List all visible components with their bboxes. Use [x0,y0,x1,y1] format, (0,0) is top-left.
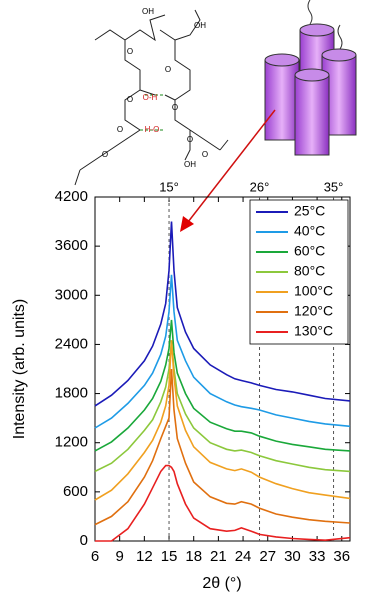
legend-label: 100°C [294,283,333,299]
annotation: 35° [324,179,344,194]
molecule-label: O [117,125,123,134]
annotation: 26° [250,179,270,194]
y-tick-label: 0 [80,532,88,549]
molecule-label: O [172,103,178,112]
arrow [180,109,276,232]
legend-label: 130°C [294,323,333,339]
legend-label: 80°C [294,263,325,279]
y-tick-label: 4200 [55,188,88,205]
series-line [94,274,351,429]
x-tick-label: 30 [284,548,301,565]
x-tick-label: 27 [259,548,276,565]
molecule-label: OH [194,21,206,30]
x-axis-label: 2θ (°) [202,575,241,592]
molecule-label: O-H [143,93,158,102]
legend-label: 25°C [294,203,325,219]
x-tick-label: 24 [235,548,252,565]
series-line [95,464,351,542]
molecule-label: OH [142,7,154,16]
series-line [94,319,351,452]
legend-label: 60°C [294,243,325,259]
y-tick-label: 2400 [55,335,88,352]
legend-label: 40°C [294,223,325,239]
x-tick-label: 15 [161,548,178,565]
y-tick-label: 3600 [55,237,88,254]
x-tick-label: 18 [185,548,202,565]
x-tick-label: 36 [333,548,350,565]
molecule-label: O [102,150,108,159]
molecule-label: OH [184,160,196,169]
y-axis-label: Intensity (arb. units) [11,299,28,440]
series-line [94,221,351,407]
molecule-label: O [187,135,193,144]
y-tick-label: 3000 [55,286,88,303]
y-tick-label: 600 [63,483,88,500]
annotation: 15° [159,179,179,194]
molecule-label: H-O [145,125,160,134]
plot-frame [94,196,351,542]
molecule-label: O [127,95,133,104]
molecule-label: O [165,65,171,74]
legend-label: 120°C [294,303,333,319]
x-tick-label: 9 [116,548,124,565]
molecule-label: O [127,47,133,56]
molecule [74,9,229,186]
cylinders [264,0,357,156]
x-tick-label: 33 [309,548,326,565]
y-tick-label: 1200 [55,434,88,451]
series-line [94,340,351,473]
x-tick-label: 21 [210,548,227,565]
x-tick-label: 12 [136,548,153,565]
series-line [94,340,351,501]
x-tick-label: 6 [91,548,99,565]
y-tick-label: 1800 [55,385,88,402]
molecule-label: O [202,150,208,159]
series-line [94,368,351,526]
